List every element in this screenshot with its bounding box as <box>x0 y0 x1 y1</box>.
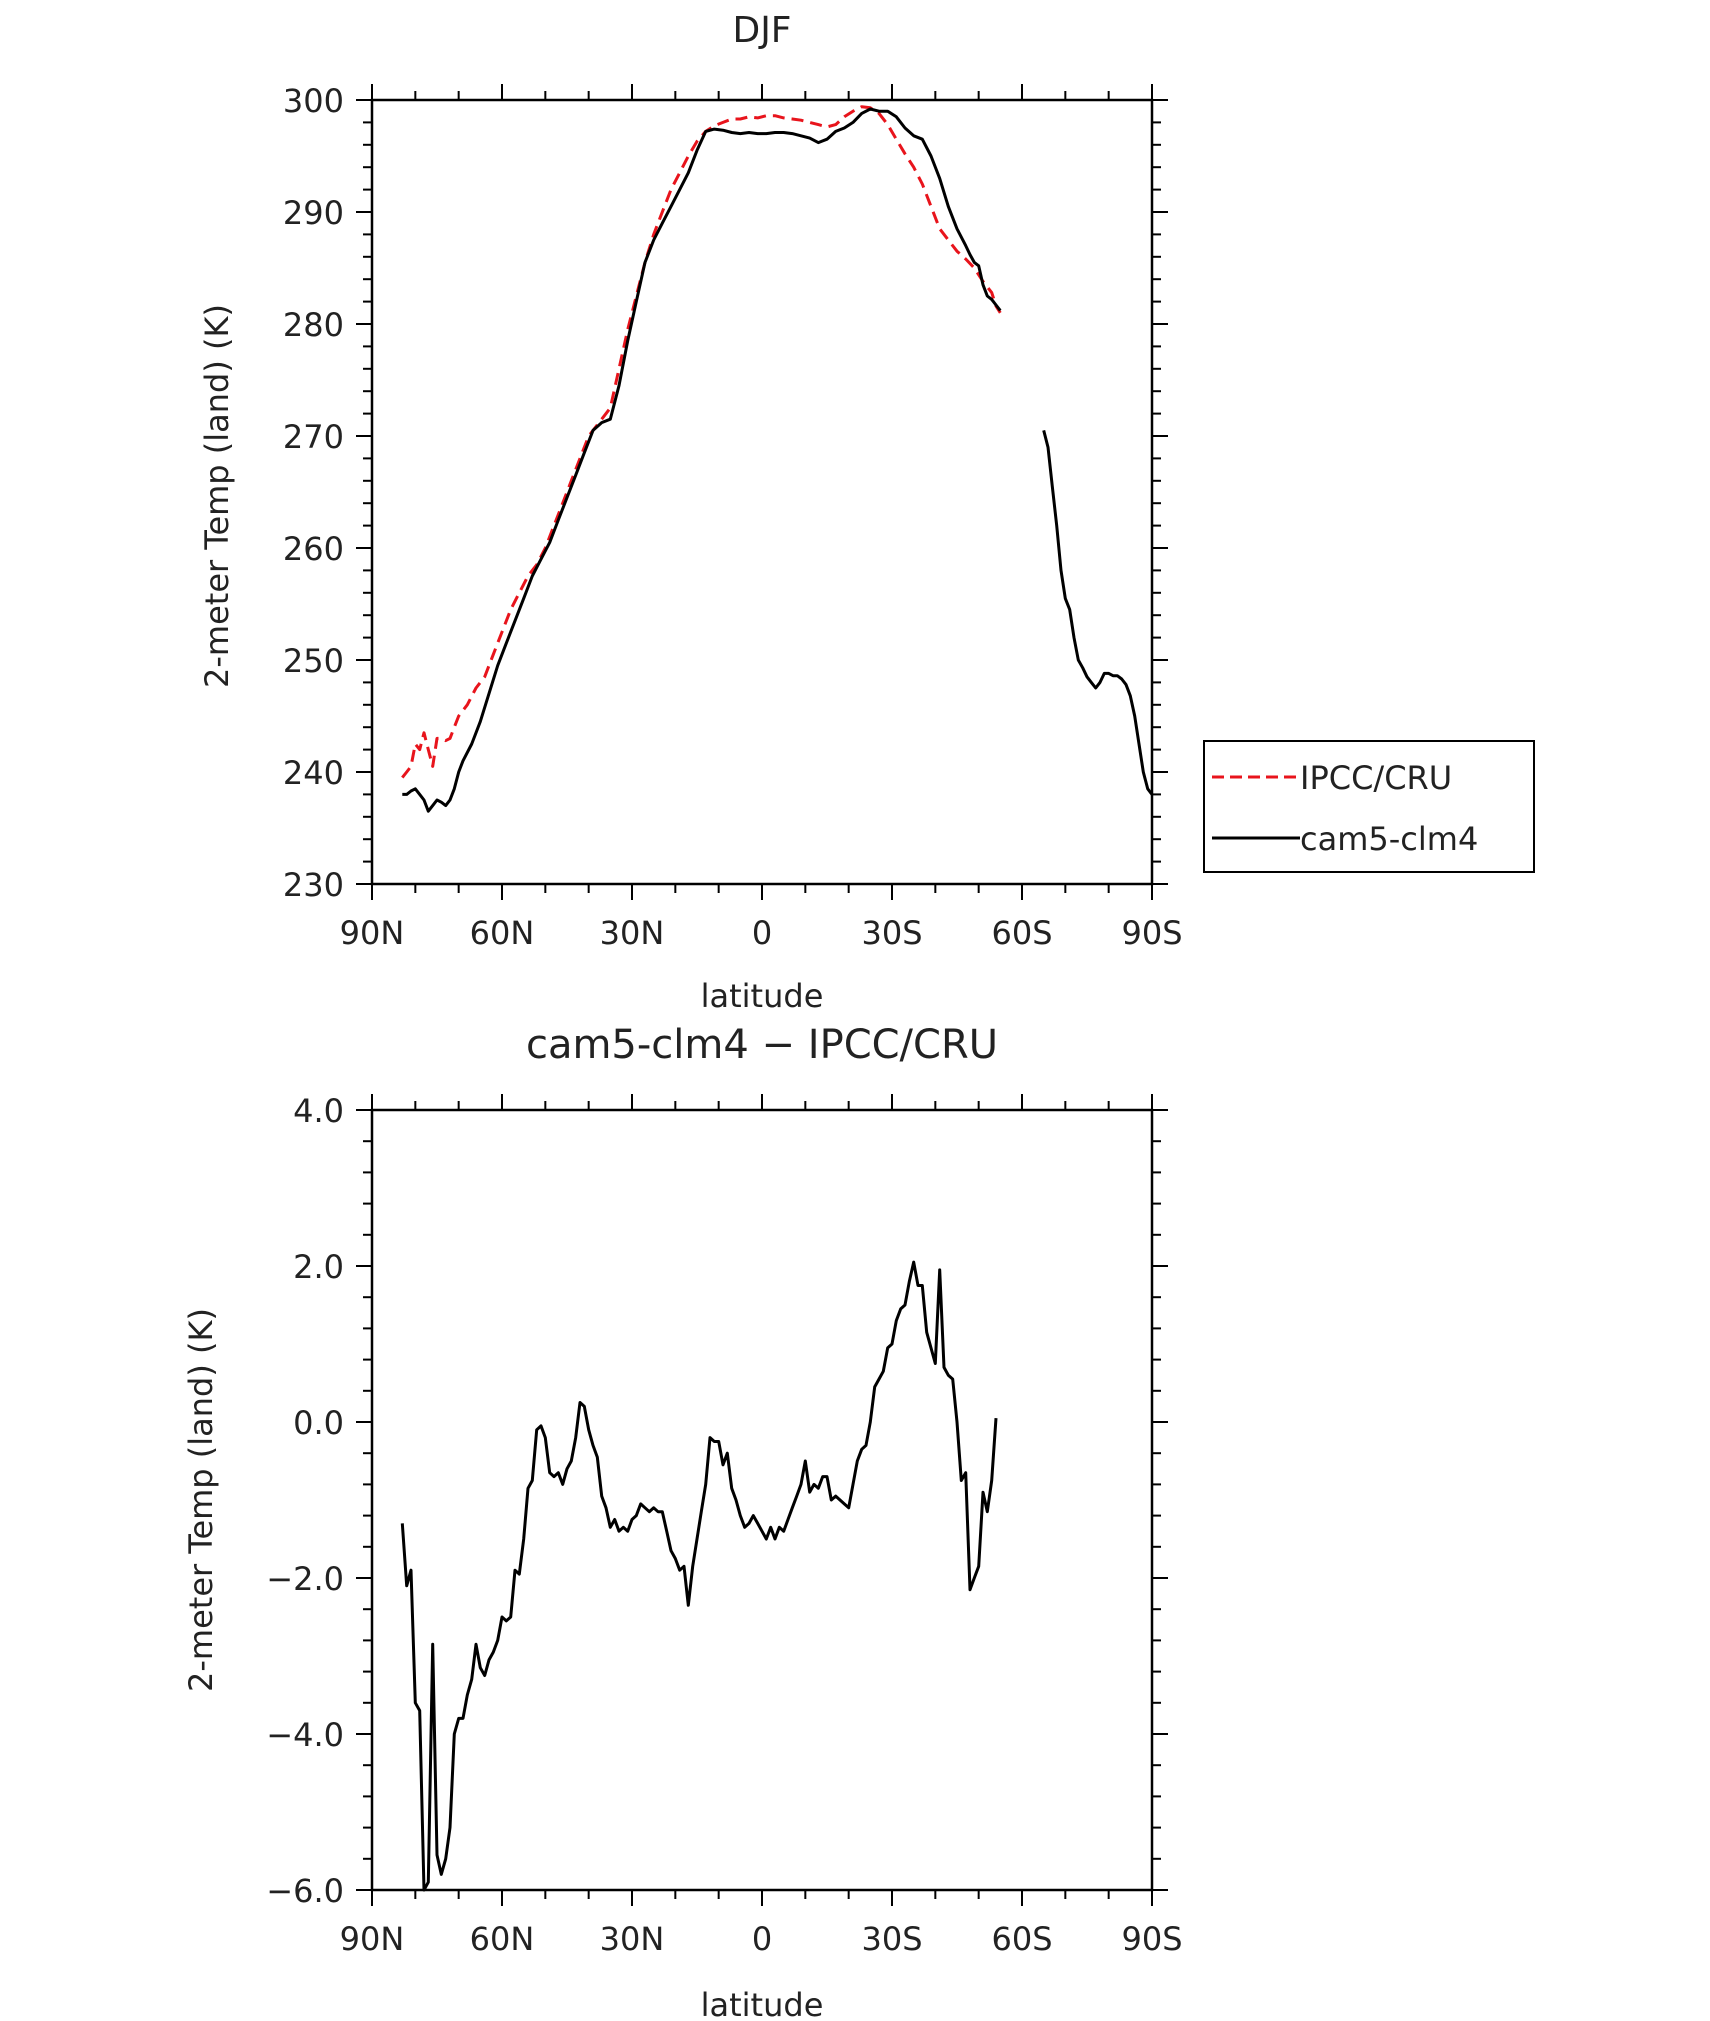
legend-label-ipcc-cru: IPCC/CRU <box>1300 759 1452 797</box>
y-tick-label: 250 <box>283 642 344 680</box>
y-tick-label: 0.0 <box>293 1404 344 1442</box>
y-tick-label: −4.0 <box>266 1716 344 1754</box>
x-tick-label: 30S <box>861 1920 922 1958</box>
plot-frame <box>370 98 1154 886</box>
x-tick-label: 60S <box>991 914 1052 952</box>
axes: 90N 60N 30N 0 30S 60S 90S 230 240 250 260 270 280 290… <box>283 82 1183 952</box>
x-tick-label: 0 <box>752 914 772 952</box>
y-axis-title: 2-meter Temp (land) (K) <box>182 1308 220 1692</box>
y-tick-label: 240 <box>283 754 344 792</box>
chart-panel-difference: cam5-clm4 − IPCC/CRU latitude 2-meter Te… <box>182 1022 1183 2021</box>
x-tick-label: 60N <box>470 914 535 952</box>
x-tick-label: 90N <box>340 914 405 952</box>
x-tick-label: 90N <box>340 1920 405 1958</box>
y-tick-label: 230 <box>283 866 344 904</box>
x-tick-label: 0 <box>752 1920 772 1958</box>
series-layer <box>401 105 1154 813</box>
x-tick-label: 60S <box>991 1920 1052 1958</box>
y-tick-label: 300 <box>283 82 344 120</box>
x-axis-title: latitude <box>701 1986 824 2021</box>
legend: IPCC/CRU cam5-clm4 <box>1203 740 1535 873</box>
x-tick-label: 90S <box>1121 1920 1182 1958</box>
y-tick-label: −2.0 <box>266 1560 344 1598</box>
chart-panel-djf: DJF latitude 2-meter Temp (land) (K) 90N… <box>198 10 1535 1015</box>
axes: 90N 60N 30N 0 30S 60S 90S −6.0 −4.0 −2.0 0.0 2.0 4.0 <box>266 1092 1182 1958</box>
series-line-cam5-clm4 <box>1042 430 1154 796</box>
y-tick-label: 4.0 <box>293 1092 344 1130</box>
series-line-ipcc-cru <box>401 105 1002 779</box>
y-tick-label: 2.0 <box>293 1248 344 1286</box>
legend-label-cam5-clm4: cam5-clm4 <box>1300 820 1478 858</box>
y-axis-title: 2-meter Temp (land) (K) <box>198 304 236 688</box>
plot-frame <box>370 1108 1154 1892</box>
series-line-series-0 <box>400 1260 998 1892</box>
chart-title: DJF <box>732 10 791 51</box>
series-layer <box>400 1260 998 1892</box>
x-tick-label: 30N <box>600 914 665 952</box>
y-tick-label: 290 <box>283 194 344 232</box>
y-tick-label: 270 <box>283 418 344 456</box>
x-tick-label: 30S <box>861 914 922 952</box>
legend-box <box>1203 740 1535 873</box>
chart-title: cam5-clm4 − IPCC/CRU <box>526 1022 998 1068</box>
y-tick-label: 260 <box>283 530 344 568</box>
y-tick-label: 280 <box>283 306 344 344</box>
x-tick-label: 30N <box>600 1920 665 1958</box>
x-axis-title: latitude <box>701 977 824 1015</box>
y-tick-label: −6.0 <box>266 1872 344 1910</box>
series-line-cam5-clm4 <box>402 107 1002 813</box>
x-tick-label: 90S <box>1121 914 1182 952</box>
x-tick-label: 60N <box>470 1920 535 1958</box>
